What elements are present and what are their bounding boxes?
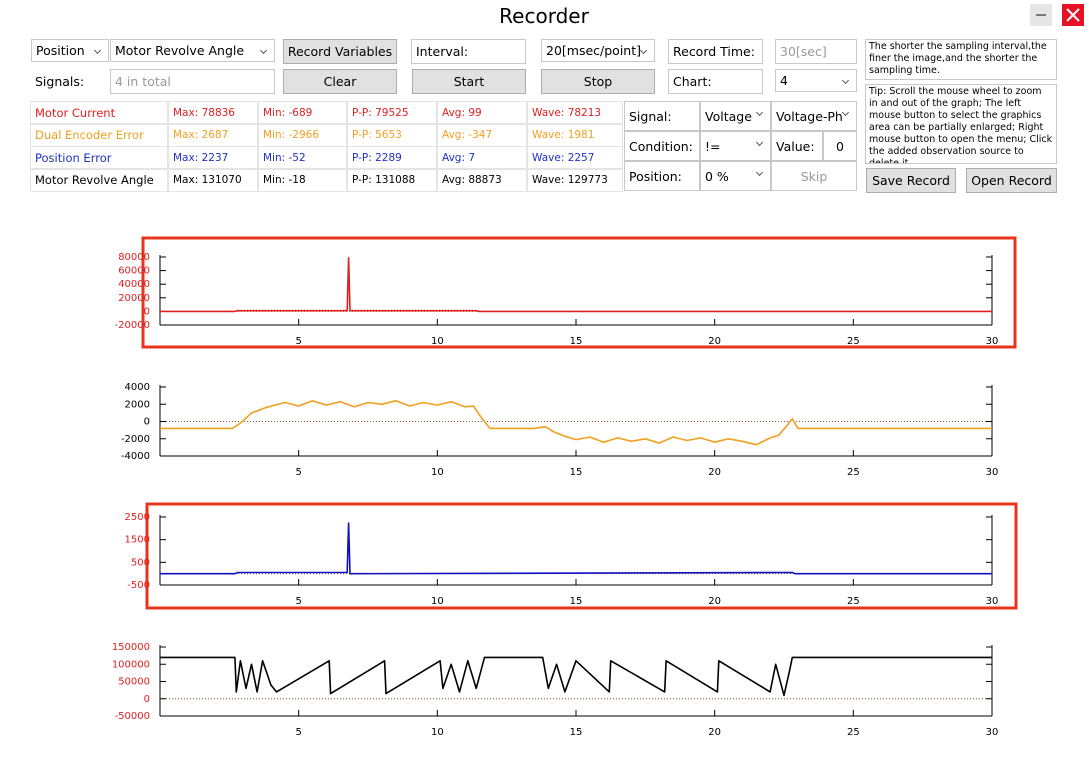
skip-button[interactable]: Skip xyxy=(771,161,857,191)
y-tick-label: 40000 xyxy=(118,279,150,290)
x-tick-label: 25 xyxy=(847,727,860,738)
y-tick-label: 50000 xyxy=(118,677,150,688)
chart-label: Chart: xyxy=(668,69,763,94)
stat-name: Motor Revolve Angle xyxy=(30,168,168,192)
clear-button[interactable]: Clear xyxy=(283,69,397,94)
signal-phase-dropdown[interactable]: Voltage-Ph xyxy=(771,101,857,131)
x-tick-label: 5 xyxy=(295,727,301,738)
stop-button[interactable]: Stop xyxy=(541,69,655,94)
signal-line xyxy=(160,656,992,697)
x-tick-label: 5 xyxy=(295,336,301,347)
x-tick-label: 30 xyxy=(986,467,999,478)
signal-line xyxy=(160,400,992,446)
chart-dropdown[interactable]: 4 xyxy=(775,69,857,92)
x-tick-label: 5 xyxy=(295,467,301,478)
y-tick-label: 60000 xyxy=(118,266,150,277)
y-tick-label: 0 xyxy=(144,417,150,428)
stat-cell: Min: -18 xyxy=(258,168,347,192)
record-variables-button[interactable]: Record Variables xyxy=(283,39,397,64)
y-tick-label: 100000 xyxy=(112,659,150,670)
y-tick-label: 0 xyxy=(144,694,150,705)
x-tick-label: 30 xyxy=(986,727,999,738)
y-tick-label: 4000 xyxy=(125,382,150,393)
y-tick-label: 20000 xyxy=(118,293,150,304)
x-tick-label: 30 xyxy=(986,596,999,607)
variable-dropdown[interactable]: Motor Revolve Angle xyxy=(110,39,275,62)
signals-field: 4 in total xyxy=(110,69,275,94)
y-tick-label: 80000 xyxy=(118,252,150,263)
y-tick-label: -500 xyxy=(127,580,150,591)
x-tick-label: 10 xyxy=(431,336,444,347)
highlight-box xyxy=(145,502,1018,610)
open-record-button[interactable]: Open Record xyxy=(966,168,1057,193)
interval-label: Interval: xyxy=(411,39,526,64)
x-tick-label: 15 xyxy=(570,336,583,347)
x-tick-label: 25 xyxy=(847,336,860,347)
interval-dropdown[interactable]: 20[msec/point] xyxy=(541,39,655,62)
x-tick-label: 15 xyxy=(570,727,583,738)
window-title: Recorder xyxy=(499,4,589,28)
x-tick-label: 15 xyxy=(570,596,583,607)
condition-label: Condition: xyxy=(624,131,700,161)
signal-line xyxy=(160,257,992,313)
source-dropdown[interactable]: Position xyxy=(31,39,109,62)
position-dropdown[interactable]: 0 % xyxy=(700,161,771,191)
window-buttons xyxy=(1030,4,1084,26)
x-tick-label: 10 xyxy=(431,596,444,607)
stat-cell: P-P: 131088 xyxy=(347,168,437,192)
y-tick-label: 2000 xyxy=(125,399,150,410)
y-tick-label: 1500 xyxy=(125,535,150,546)
tip-mouse: Tip: Scroll the mouse wheel to zoom in a… xyxy=(865,84,1057,164)
x-tick-label: 5 xyxy=(295,596,301,607)
x-tick-label: 15 xyxy=(570,467,583,478)
x-tick-label: 10 xyxy=(431,727,444,738)
x-tick-label: 20 xyxy=(708,596,721,607)
y-tick-label: -4000 xyxy=(121,451,150,462)
stat-cell: Max: 131070 xyxy=(168,168,258,192)
highlight-box xyxy=(141,236,1017,349)
x-tick-label: 25 xyxy=(847,467,860,478)
x-tick-label: 30 xyxy=(986,336,999,347)
y-tick-label: 2500 xyxy=(125,512,150,523)
y-tick-label: -20000 xyxy=(115,320,150,331)
x-tick-label: 20 xyxy=(708,727,721,738)
x-tick-label: 10 xyxy=(431,467,444,478)
close-icon xyxy=(1066,8,1080,22)
condition-dropdown[interactable]: != xyxy=(700,131,771,161)
signal-line xyxy=(160,522,992,575)
value-label: Value: xyxy=(771,131,823,161)
value-field[interactable]: 0 xyxy=(823,131,857,161)
x-tick-label: 20 xyxy=(708,336,721,347)
y-tick-label: 150000 xyxy=(112,642,150,653)
y-tick-label: -50000 xyxy=(115,711,150,722)
y-tick-label: 0 xyxy=(144,306,150,317)
stat-cell: Wave: 129773 xyxy=(527,168,623,192)
start-button[interactable]: Start xyxy=(412,69,526,94)
save-record-button[interactable]: Save Record xyxy=(866,168,956,193)
stat-cell: Avg: 88873 xyxy=(437,168,527,192)
record-time-label: Record Time: xyxy=(668,39,763,64)
tip-sampling: The shorter the sampling interval,the fi… xyxy=(865,39,1057,80)
signals-label: Signals: xyxy=(35,73,85,89)
y-tick-label: -2000 xyxy=(121,434,150,445)
y-tick-label: 500 xyxy=(131,557,150,568)
record-time-field: 30[sec] xyxy=(775,39,857,64)
x-tick-label: 25 xyxy=(847,596,860,607)
x-tick-label: 20 xyxy=(708,467,721,478)
